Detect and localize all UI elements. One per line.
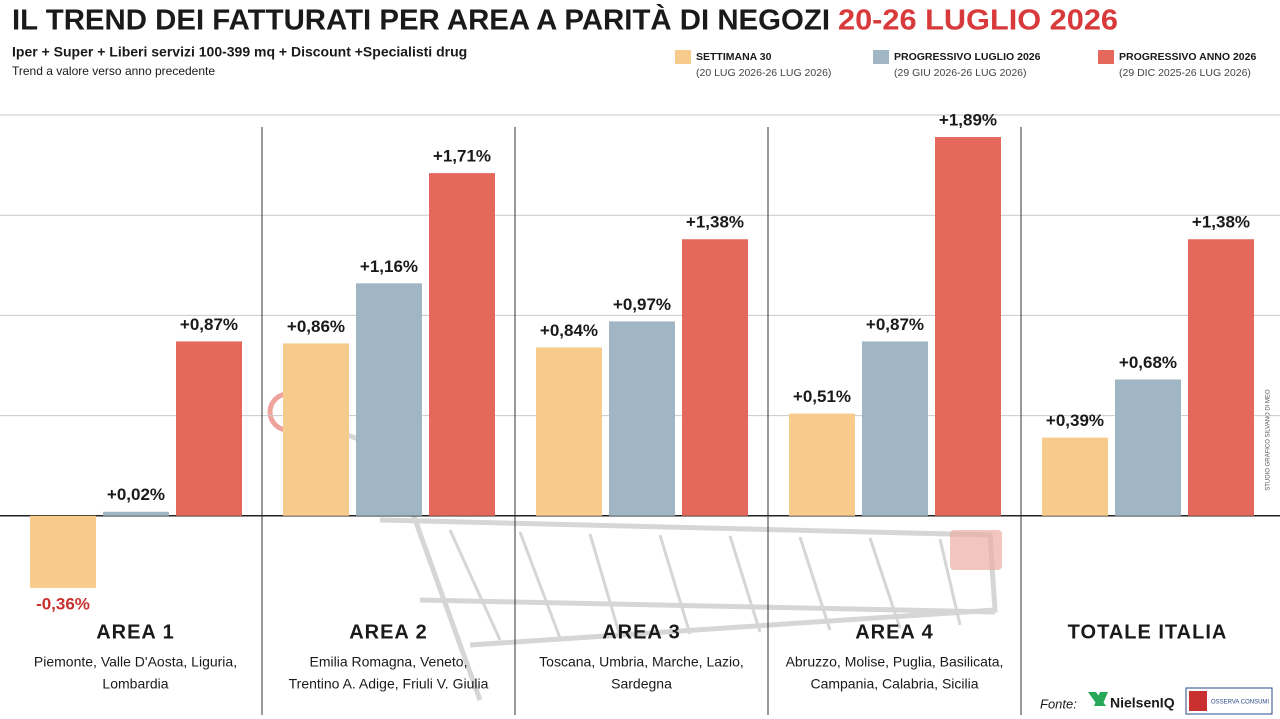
bar (1115, 379, 1181, 516)
cart-decoration (267, 391, 1002, 701)
category-note: Trentino A. Adige, Friuli V. Giulia (289, 676, 489, 692)
bar (1042, 437, 1108, 516)
nielsen-logo (1088, 692, 1108, 706)
bar (103, 511, 169, 516)
value-label: +1,16% (360, 257, 418, 276)
bar (862, 341, 928, 516)
value-label: +0,87% (866, 315, 924, 334)
value-label: +0,84% (540, 321, 598, 340)
osserva-mark (1189, 691, 1207, 711)
bar (30, 515, 96, 588)
category-note: Sardegna (611, 676, 672, 692)
value-label: +1,89% (939, 111, 997, 130)
category-note: Campania, Calabria, Sicilia (810, 676, 978, 692)
value-label: +0,39% (1046, 411, 1104, 430)
value-label: +1,38% (1192, 213, 1250, 232)
value-label: -0,36% (36, 594, 90, 613)
category-label: AREA 2 (349, 621, 428, 643)
category-note: Piemonte, Valle D'Aosta, Liguria, (34, 654, 237, 670)
bar (789, 413, 855, 516)
source: NielsenIQ (1110, 695, 1175, 711)
legend-period: (20 LUG 2026-26 LUG 2026) (696, 67, 831, 79)
bar (609, 321, 675, 516)
category-note: Toscana, Umbria, Marche, Lazio, (539, 654, 744, 670)
category-label: AREA 1 (96, 621, 175, 643)
category-note: Emilia Romagna, Veneto, (310, 654, 468, 670)
bar (536, 347, 602, 516)
category-label: AREA 3 (602, 621, 681, 643)
legend-swatch (1098, 50, 1114, 64)
legend-label: PROGRESSIVO LUGLIO 2026 (894, 51, 1041, 63)
category-label: TOTALE ITALIA (1068, 621, 1228, 643)
bar (176, 341, 242, 516)
category-note: Abruzzo, Molise, Puglia, Basilicata, (786, 654, 1004, 670)
category-note: Lombardia (102, 676, 168, 692)
source: OSSERVA CONSUMI (1211, 700, 1269, 706)
value-label: +0,51% (793, 387, 851, 406)
bar (1188, 239, 1254, 516)
legend-swatch (675, 50, 691, 64)
value-label: +0,97% (613, 295, 671, 314)
note: Trend a valore verso anno precedente (12, 64, 215, 78)
value-label: +0,02% (107, 485, 165, 504)
chart-title-period: 20-26 LUGLIO 2026 (838, 5, 1118, 37)
chart-title: IL TREND DEI FATTURATI PER AREA A PARITÀ… (12, 3, 830, 37)
legend-swatch (873, 50, 889, 64)
legend-label: PROGRESSIVO ANNO 2026 (1119, 51, 1256, 63)
credit: STUDIO GRAFICO SILVANO DI MEO (1266, 389, 1272, 491)
bar (682, 239, 748, 516)
bar (356, 283, 422, 516)
bar (935, 137, 1001, 516)
bar (429, 173, 495, 516)
source-label: Fonte: (1040, 696, 1077, 711)
category-label: AREA 4 (855, 621, 934, 643)
value-label: +0,87% (180, 315, 238, 334)
value-label: +0,68% (1119, 353, 1177, 372)
legend-period: (29 GIU 2026-26 LUG 2026) (894, 67, 1027, 79)
value-label: +0,86% (287, 317, 345, 336)
legend-label: SETTIMANA 30 (696, 51, 772, 63)
bar (283, 343, 349, 516)
legend-period: (29 DIC 2025-26 LUG 2026) (1119, 67, 1251, 79)
subtitle: Iper + Super + Liberi servizi 100-399 mq… (12, 44, 467, 60)
value-label: +1,38% (686, 213, 744, 232)
value-label: +1,71% (433, 147, 491, 166)
